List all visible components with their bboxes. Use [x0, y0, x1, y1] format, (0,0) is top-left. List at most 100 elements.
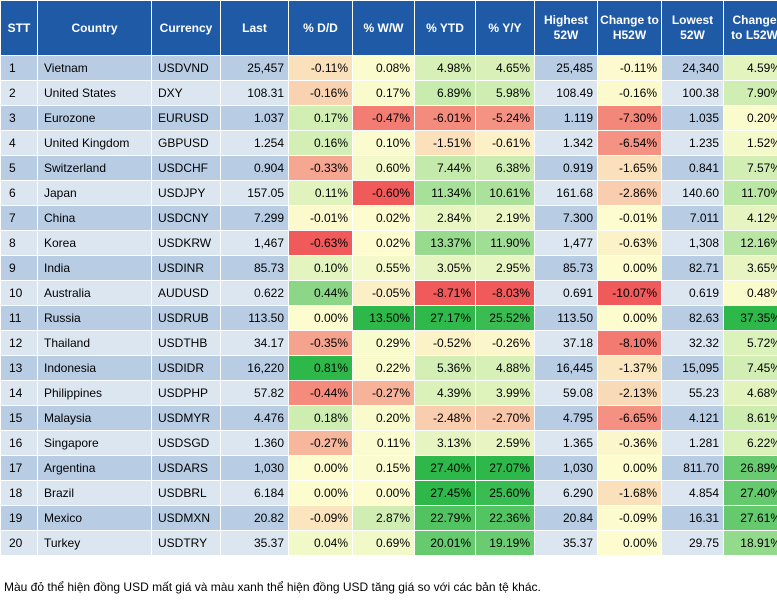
cell-yy: 11.90%	[475, 230, 535, 256]
cell-currency: USDIDR	[151, 355, 221, 381]
table-row: 16 Singapore USDSGD 1.360 -0.27% 0.11% 3.13% 2.…	[0, 430, 777, 456]
cell-last: 113.50	[220, 305, 289, 331]
cell-country: Russia	[37, 305, 152, 331]
table-row: 15 Malaysia USDMYR 4.476 0.18% 0.20% -2.48% -2.…	[0, 405, 777, 431]
cell-country: Turkey	[37, 530, 152, 556]
cell-ytd: 4.39%	[414, 380, 476, 406]
cell-chl: 12.16%	[723, 230, 777, 256]
cell-currency: USDMXN	[151, 505, 221, 531]
cell-ytd: 3.05%	[414, 255, 476, 281]
cell-country: Malaysia	[37, 405, 152, 431]
cell-ytd: 27.45%	[414, 480, 476, 506]
cell-high: 20.84	[534, 505, 598, 531]
cell-dd: 0.10%	[288, 255, 353, 281]
cell-currency: AUDUSD	[151, 280, 221, 306]
cell-ytd: -0.52%	[414, 330, 476, 356]
cell-dd: -0.63%	[288, 230, 353, 256]
cell-chl: 7.45%	[723, 355, 777, 381]
cell-currency: USDINR	[151, 255, 221, 281]
cell-chh: -0.11%	[597, 55, 662, 81]
cell-high: 25,485	[534, 55, 598, 81]
cell-chh: -1.68%	[597, 480, 662, 506]
cell-chh: 0.00%	[597, 305, 662, 331]
cell-yy: -5.24%	[475, 105, 535, 131]
header-currency: Currency	[151, 0, 221, 56]
cell-ww: 0.20%	[352, 405, 415, 431]
cell-currency: USDRUB	[151, 305, 221, 331]
cell-ww: 0.08%	[352, 55, 415, 81]
header-last: Last	[220, 0, 289, 56]
cell-chl: 37.35%	[723, 305, 777, 331]
cell-ww: -0.47%	[352, 105, 415, 131]
cell-ytd: 13.37%	[414, 230, 476, 256]
cell-high: 59.08	[534, 380, 598, 406]
cell-ww: -0.60%	[352, 180, 415, 206]
table-row: 19 Mexico USDMXN 20.82 -0.09% 2.87% 22.79% 22.3…	[0, 505, 777, 531]
table-row: 2 United States DXY 108.31 -0.16% 0.17% 6.89% 5…	[0, 80, 777, 106]
cell-high: 0.691	[534, 280, 598, 306]
cell-ww: 0.15%	[352, 455, 415, 481]
cell-stt: 17	[0, 455, 38, 481]
cell-high: 35.37	[534, 530, 598, 556]
cell-dd: -0.09%	[288, 505, 353, 531]
header-yy: % Y/Y	[475, 0, 535, 56]
cell-yy: 3.99%	[475, 380, 535, 406]
cell-low: 16.31	[661, 505, 724, 531]
cell-yy: 2.95%	[475, 255, 535, 281]
cell-currency: USDCNY	[151, 205, 221, 231]
cell-dd: 0.11%	[288, 180, 353, 206]
cell-currency: USDMYR	[151, 405, 221, 431]
cell-currency: USDCHF	[151, 155, 221, 181]
cell-low: 29.75	[661, 530, 724, 556]
cell-high: 161.68	[534, 180, 598, 206]
cell-ytd: 27.17%	[414, 305, 476, 331]
cell-low: 7.011	[661, 205, 724, 231]
header-low: Lowest 52W	[661, 0, 724, 56]
cell-ytd: 3.13%	[414, 430, 476, 456]
cell-chh: -6.54%	[597, 130, 662, 156]
header-chh: Change to H52W	[597, 0, 662, 56]
cell-ytd: -6.01%	[414, 105, 476, 131]
cell-yy: 2.19%	[475, 205, 535, 231]
cell-stt: 19	[0, 505, 38, 531]
cell-last: 1.037	[220, 105, 289, 131]
cell-ytd: 4.98%	[414, 55, 476, 81]
cell-country: Singapore	[37, 430, 152, 456]
cell-currency: USDTHB	[151, 330, 221, 356]
cell-chh: 0.00%	[597, 455, 662, 481]
cell-dd: 0.16%	[288, 130, 353, 156]
cell-chl: 0.20%	[723, 105, 777, 131]
cell-last: 7.299	[220, 205, 289, 231]
cell-chh: -0.63%	[597, 230, 662, 256]
cell-stt: 6	[0, 180, 38, 206]
cell-ww: 0.60%	[352, 155, 415, 181]
cell-country: Eurozone	[37, 105, 152, 131]
cell-high: 108.49	[534, 80, 598, 106]
cell-country: Mexico	[37, 505, 152, 531]
table-body: 1 Vietnam USDVND 25,457 -0.11% 0.08% 4.98% 4.65…	[0, 55, 777, 556]
cell-country: United Kingdom	[37, 130, 152, 156]
cell-chl: 4.59%	[723, 55, 777, 81]
table-row: 17 Argentina USDARS 1,030 0.00% 0.15% 27.40% 27…	[0, 455, 777, 481]
table-header: STT Country Currency Last% D/D% W/W% YTD% Y…	[0, 0, 777, 56]
cell-currency: USDTRY	[151, 530, 221, 556]
cell-high: 85.73	[534, 255, 598, 281]
cell-high: 37.18	[534, 330, 598, 356]
cell-low: 1.281	[661, 430, 724, 456]
cell-high: 1,030	[534, 455, 598, 481]
cell-currency: USDJPY	[151, 180, 221, 206]
header-dd: % D/D	[288, 0, 353, 56]
cell-high: 4.795	[534, 405, 598, 431]
cell-low: 15,095	[661, 355, 724, 381]
cell-stt: 2	[0, 80, 38, 106]
cell-country: Japan	[37, 180, 152, 206]
cell-dd: 0.81%	[288, 355, 353, 381]
cell-dd: 0.00%	[288, 455, 353, 481]
cell-country: Brazil	[37, 480, 152, 506]
cell-chl: 7.57%	[723, 155, 777, 181]
cell-chl: 6.22%	[723, 430, 777, 456]
cell-currency: USDSGD	[151, 430, 221, 456]
cell-low: 140.60	[661, 180, 724, 206]
cell-low: 1.235	[661, 130, 724, 156]
cell-low: 4.854	[661, 480, 724, 506]
